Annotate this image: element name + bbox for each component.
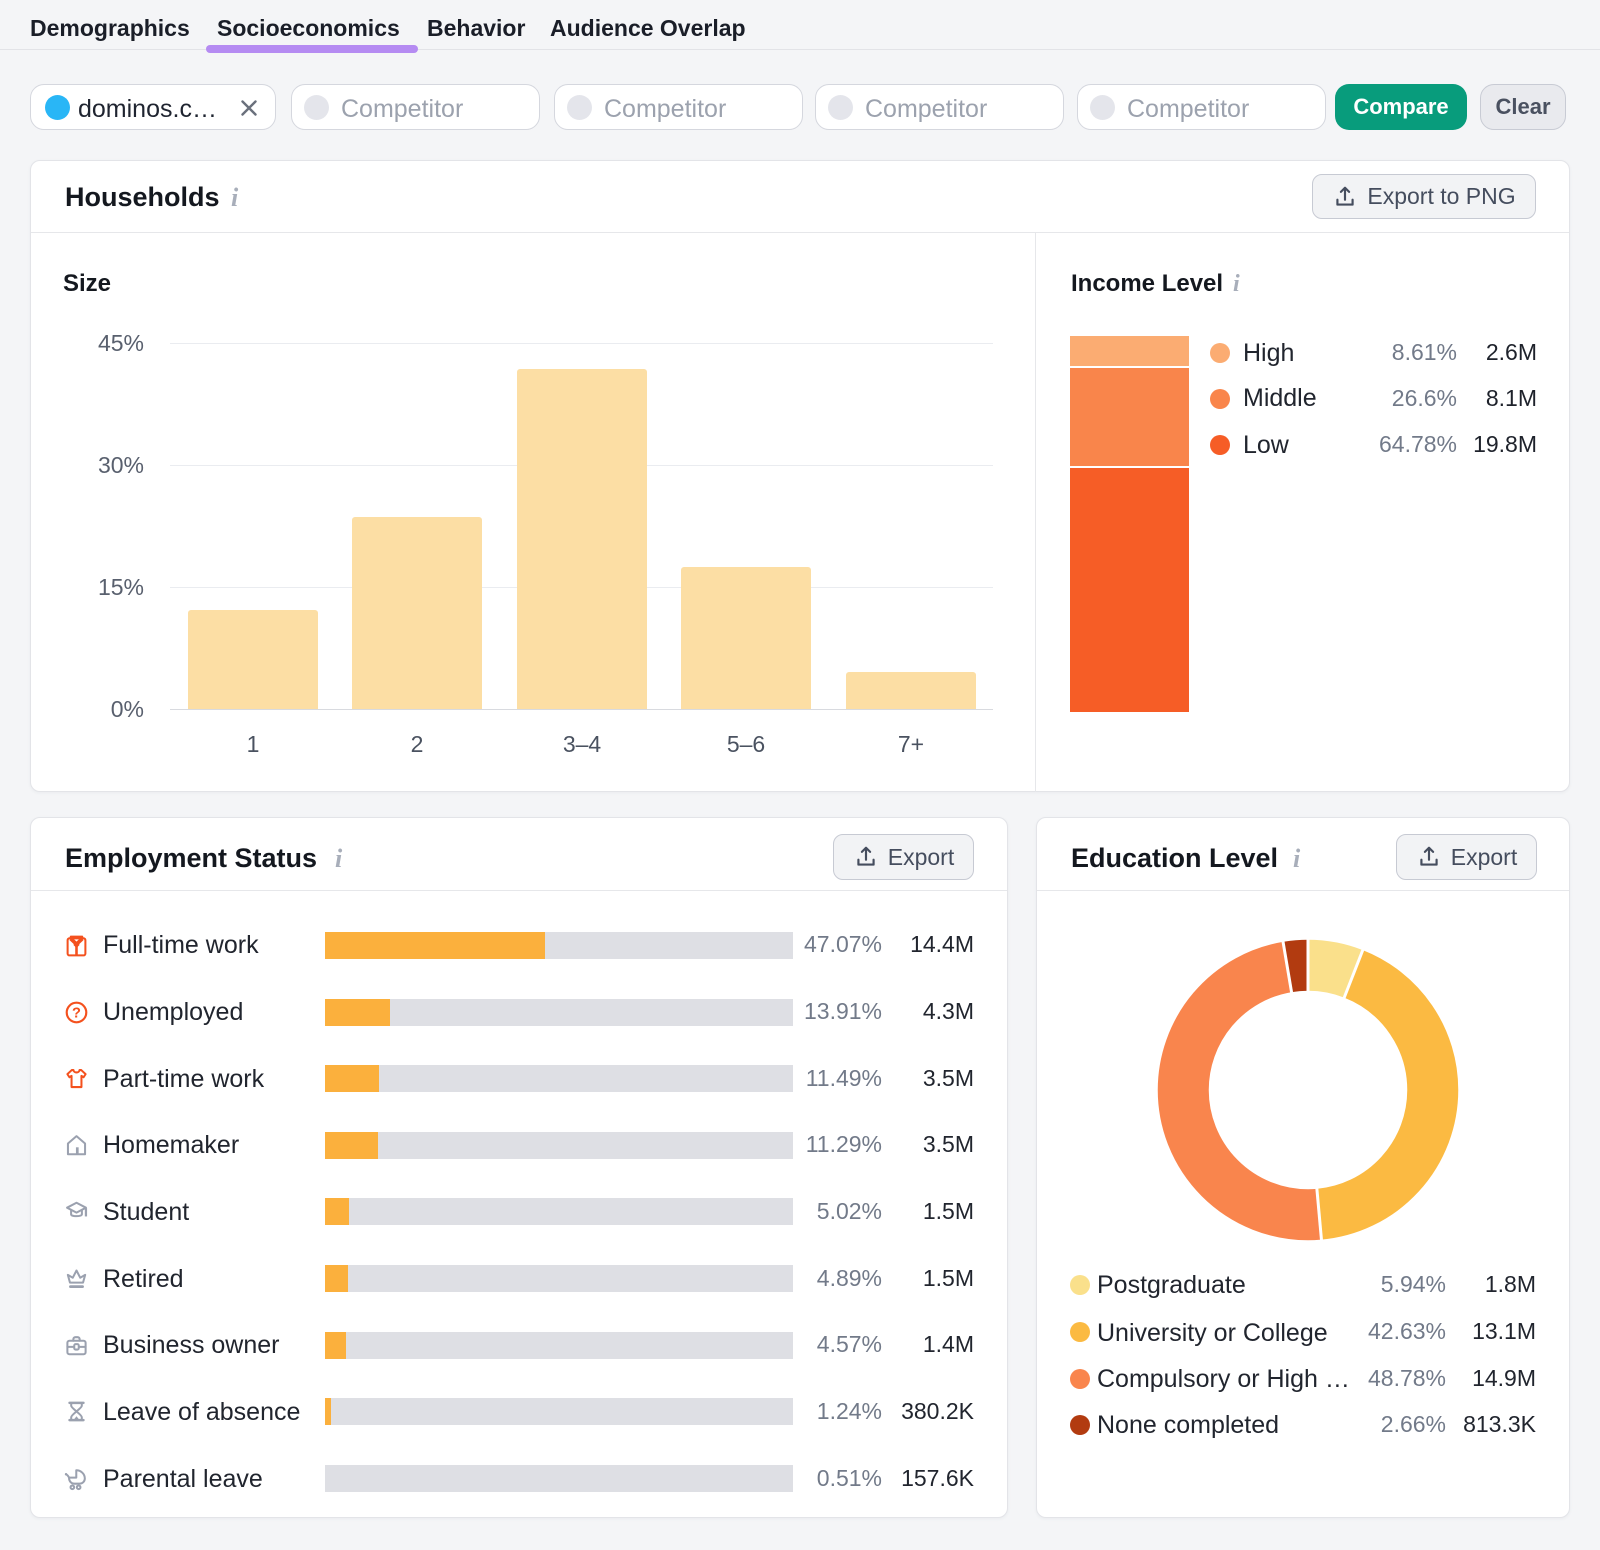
svg-text:?: ? — [72, 1006, 81, 1022]
